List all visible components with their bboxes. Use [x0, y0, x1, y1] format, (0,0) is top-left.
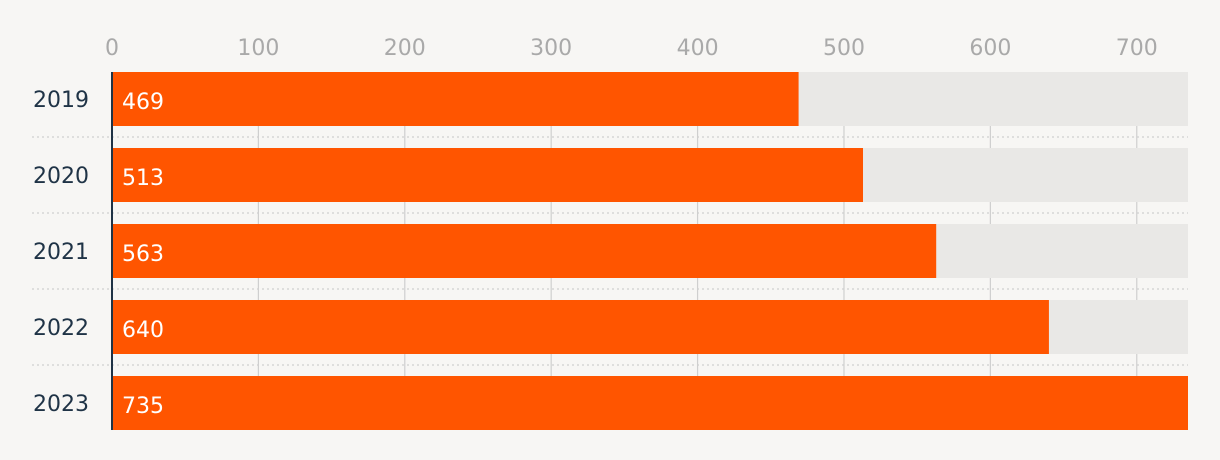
- bar-2022: [112, 300, 1049, 354]
- category-label-2023: 2023: [33, 392, 89, 417]
- bar-2019: [112, 72, 799, 126]
- value-label-2020: 513: [122, 166, 164, 191]
- bar-2023: [112, 376, 1188, 430]
- x-tick-label-700: 700: [1116, 36, 1158, 61]
- x-tick-label-500: 500: [823, 36, 865, 61]
- bar-2021: [112, 224, 937, 278]
- x-tick-label-200: 200: [384, 36, 426, 61]
- category-label-2022: 2022: [33, 316, 89, 341]
- category-label-2020: 2020: [33, 164, 89, 189]
- category-label-2019: 2019: [33, 88, 89, 113]
- x-tick-label-300: 300: [530, 36, 572, 61]
- bar-2020: [112, 148, 864, 202]
- value-label-2023: 735: [122, 394, 164, 419]
- bar-value-labels: 469 513 563 640 735: [122, 90, 164, 419]
- value-label-2019: 469: [122, 90, 164, 115]
- x-tick-label-100: 100: [237, 36, 279, 61]
- y-axis-category-labels: 2019 2020 2021 2022 2023: [33, 88, 89, 417]
- x-tick-label-0: 0: [105, 36, 119, 61]
- category-label-2021: 2021: [33, 240, 89, 265]
- x-tick-label-400: 400: [677, 36, 719, 61]
- x-axis-tick-labels: 0 100 200 300 400 500 600 700: [105, 36, 1158, 61]
- x-tick-label-600: 600: [969, 36, 1011, 61]
- value-label-2021: 563: [122, 242, 164, 267]
- bars: [112, 72, 1188, 430]
- value-label-2022: 640: [122, 318, 164, 343]
